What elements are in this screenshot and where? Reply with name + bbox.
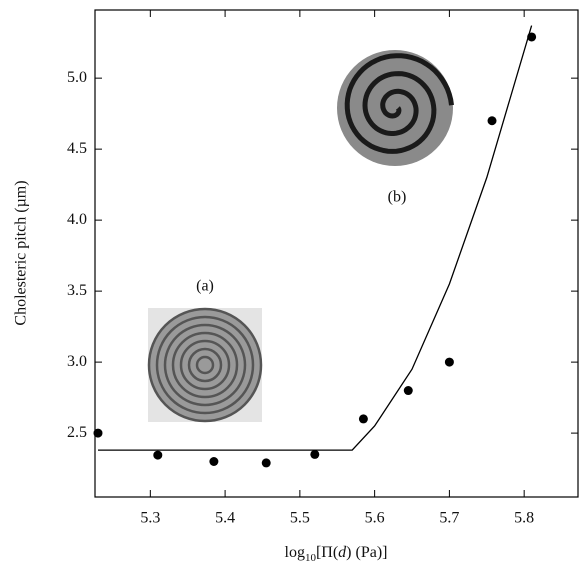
y-tick-label: 2.5 [67,424,87,441]
y-tick-label: 5.0 [67,69,87,86]
y-tick-label: 3.0 [67,353,87,370]
ring [187,347,223,383]
y-tick-label: 4.0 [67,211,87,228]
x-label-part: ) (Pa)] [346,544,387,561]
x-tick-label: 5.5 [290,510,310,527]
data-point [93,428,103,438]
fit-line [98,25,533,451]
ring [163,323,247,407]
x-label-part: log [285,544,305,561]
data-point [403,386,413,396]
ring [195,355,215,375]
data-point [310,449,320,459]
ring [171,331,239,399]
plot-frame [94,9,579,498]
data-point [487,116,497,126]
y-tick-label: 4.5 [67,140,87,157]
inset-b [337,50,454,166]
data-point [261,458,271,468]
ring [179,339,231,391]
x-label-part: [Π( [316,544,338,561]
x-tick-label: 5.3 [140,510,160,527]
inset-a [147,307,263,423]
y-axis-label: Cholesteric pitch (µm) [13,180,30,325]
data-point [209,457,219,467]
x-tick-label: 5.7 [439,510,459,527]
x-axis-label: log10[Π(d) (Pa)] [285,544,388,564]
x-tick-label: 5.8 [514,510,534,527]
x-tick-label: 5.6 [365,510,385,527]
annotation: (b) [388,189,407,206]
annotation: (a) [196,278,214,295]
ring [147,307,263,423]
x-label-part: d [338,544,347,561]
y-tick-label: 3.5 [67,282,87,299]
data-point [153,450,163,460]
x-tick-label: 5.4 [215,510,235,527]
x-label-part: 10 [305,552,317,564]
data-point [444,357,454,367]
data-point [358,414,368,424]
ring [155,315,255,415]
